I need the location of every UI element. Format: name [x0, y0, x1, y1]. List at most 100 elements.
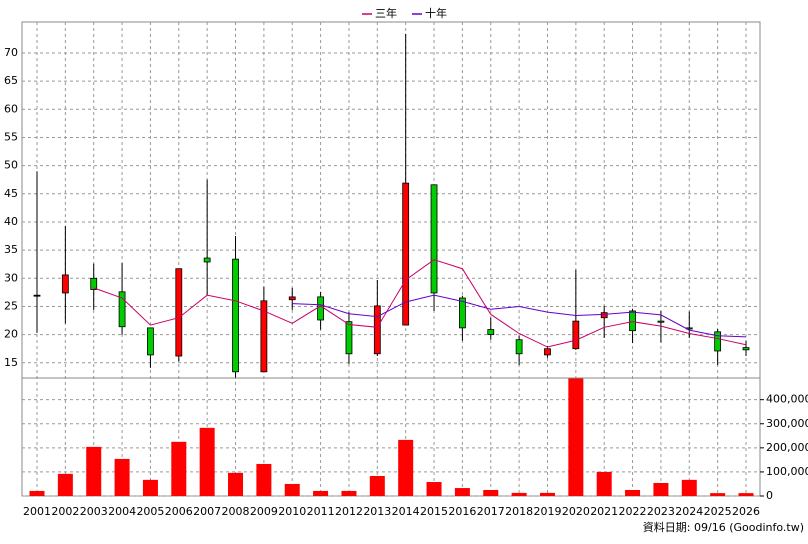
x-tick-label: 2020	[562, 505, 590, 518]
x-tick-label: 2021	[590, 505, 618, 518]
x-tick-label: 2007	[193, 505, 221, 518]
x-tick-label: 2019	[533, 505, 561, 518]
y-tick-label: 70	[4, 46, 18, 59]
y-tick-label: 15	[4, 356, 18, 369]
y2-tick-label: 100,000	[766, 465, 808, 478]
volume-bar	[625, 489, 641, 496]
y-tick-label: 50	[4, 159, 18, 172]
y-tick-label: 40	[4, 215, 18, 228]
y-tick-label: 55	[4, 130, 18, 143]
volume-bar	[681, 479, 697, 496]
x-tick-label: 2018	[505, 505, 533, 518]
candle-body	[175, 268, 183, 357]
candle-body	[90, 277, 98, 290]
y-tick-label: 35	[4, 243, 18, 256]
legend-label: 三年	[375, 6, 397, 20]
volume-bar	[539, 492, 555, 496]
volume-bar	[341, 490, 357, 496]
ma-line	[93, 259, 747, 348]
x-tick-label: 2023	[647, 505, 675, 518]
x-tick-label: 2017	[477, 505, 505, 518]
volume-bar	[568, 378, 584, 496]
x-tick-label: 2022	[619, 505, 647, 518]
candle-body	[714, 331, 722, 352]
candle-body	[600, 312, 608, 319]
y-tick-label: 20	[4, 328, 18, 341]
candle-body	[118, 291, 126, 328]
volume-bar	[57, 473, 73, 496]
volume-bar	[29, 490, 45, 496]
candle-body	[742, 347, 750, 351]
x-tick-label: 2024	[675, 505, 703, 518]
volume-bar	[369, 476, 385, 496]
x-tick-label: 2002	[51, 505, 79, 518]
y-tick-label: 25	[4, 299, 18, 312]
y-tick-label: 45	[4, 187, 18, 200]
x-tick-label: 2004	[108, 505, 136, 518]
x-tick-label: 2003	[80, 505, 108, 518]
volume-bar	[710, 493, 726, 496]
x-tick-label: 2012	[335, 505, 363, 518]
candle-body	[657, 320, 665, 323]
candle-body	[345, 321, 353, 355]
candle-body	[487, 329, 495, 336]
volume-bar	[228, 472, 244, 496]
volume-bar	[596, 471, 612, 496]
volume-bar	[256, 463, 272, 496]
legend-label: 十年	[425, 6, 447, 20]
candle-body	[458, 297, 466, 329]
x-tick-label: 2015	[420, 505, 448, 518]
candle-body	[430, 184, 438, 294]
source-note: 資料日期: 09/16 (Goodinfo.tw)	[643, 520, 804, 534]
x-tick-label: 2006	[165, 505, 193, 518]
y-tick-label: 65	[4, 74, 18, 87]
candle-body	[260, 300, 268, 373]
volume-bar	[398, 439, 414, 496]
volume-bar	[454, 488, 470, 496]
volume-bar	[653, 482, 669, 496]
y2-tick-label: 300,000	[766, 417, 808, 430]
y-tick-label: 60	[4, 102, 18, 115]
x-tick-label: 2001	[23, 505, 51, 518]
x-tick-label: 2011	[307, 505, 335, 518]
candle-body	[515, 339, 523, 355]
plot-frame	[21, 21, 761, 497]
candle-body	[288, 296, 296, 301]
candle-body	[402, 182, 410, 326]
volume-bar	[738, 493, 754, 496]
candle-body	[317, 296, 325, 321]
x-tick-label: 2009	[250, 505, 278, 518]
candle-body	[33, 294, 41, 297]
y2-tick-label: 200,000	[766, 441, 808, 454]
ma-line	[292, 294, 747, 338]
x-tick-label: 2016	[448, 505, 476, 518]
x-tick-label: 2005	[136, 505, 164, 518]
volume-bar	[511, 492, 527, 496]
candle-body	[232, 258, 239, 373]
volume-bar	[171, 441, 187, 496]
candle-body	[61, 274, 69, 294]
volume-bar	[313, 490, 329, 496]
volume-bar	[199, 427, 215, 496]
volume-bar	[483, 489, 499, 496]
volume-bar	[284, 483, 300, 496]
volume-bar	[142, 479, 158, 496]
x-tick-label: 2014	[392, 505, 420, 518]
candle-body	[373, 305, 381, 355]
y2-tick-label: 0	[766, 489, 773, 502]
volume-bar	[114, 458, 130, 496]
x-tick-label: 2025	[704, 505, 732, 518]
candle-body	[572, 320, 580, 350]
x-tick-label: 2026	[732, 505, 760, 518]
volume-bar	[86, 446, 102, 496]
y2-tick-label: 400,000	[766, 393, 808, 406]
y-tick-label: 30	[4, 271, 18, 284]
volume-bar	[426, 482, 442, 496]
candle-body	[544, 348, 551, 356]
candle-body	[629, 310, 636, 332]
x-tick-label: 2013	[363, 505, 391, 518]
x-tick-label: 2008	[222, 505, 250, 518]
x-tick-label: 2010	[278, 505, 306, 518]
